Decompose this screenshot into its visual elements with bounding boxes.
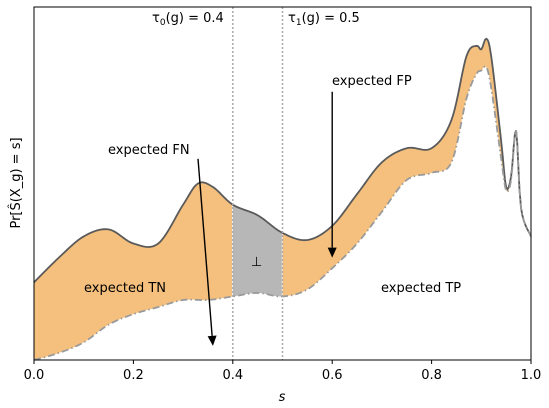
- label-expected-tn: expected TN: [84, 281, 166, 296]
- series-dashdot-line: [33, 65, 532, 361]
- fill-reject-region: [232, 204, 282, 297]
- fill-negative-region: [34, 182, 232, 360]
- annotation-arrows: [197, 91, 337, 346]
- x-tick-label: 0.0: [24, 368, 45, 383]
- series-solid-line: [33, 37, 532, 283]
- label-reject: ⊥: [251, 255, 262, 270]
- arrow-fn-shaft: [197, 158, 213, 336]
- x-tick-label: 0.2: [123, 368, 144, 383]
- arrow-fp-head: [327, 247, 337, 258]
- threshold-1-label: τ1(g) = 0.5: [288, 11, 360, 28]
- label-expected-tp: expected TP: [381, 281, 461, 296]
- x-tick-label: 0.8: [421, 368, 442, 383]
- y-axis-label: Pr[Ŝ(X_g) = s]: [8, 137, 24, 228]
- area-fills: [34, 38, 531, 360]
- x-tick-label: 0.4: [222, 368, 243, 383]
- label-expected-fn: expected FN: [108, 143, 190, 158]
- label-expected-fp: expected FP: [332, 74, 412, 89]
- x-axis-label: s: [279, 390, 286, 405]
- x-tick-label: 1.0: [521, 368, 542, 383]
- density-curves: [33, 37, 532, 361]
- arrow-fn-head: [207, 335, 217, 346]
- threshold-lines: [232, 7, 284, 360]
- x-tick-label: 0.6: [322, 368, 343, 383]
- threshold-0-label: τ0(g) = 0.4: [152, 11, 224, 28]
- plot-frame: [33, 6, 532, 361]
- fill-positive-region: [282, 38, 531, 297]
- x-axis-ticks: 0.0 0.2 0.4 0.6 0.8 1.0: [24, 360, 542, 383]
